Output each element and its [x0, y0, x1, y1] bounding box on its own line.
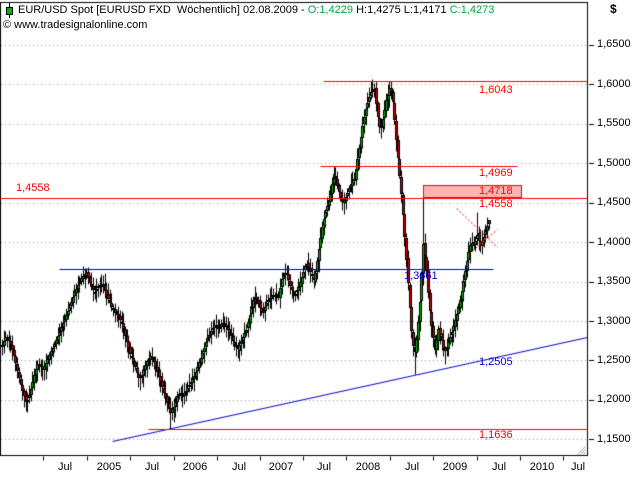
- level-label-1,4558: 1,4558: [479, 198, 513, 210]
- title-segment: H:1,4275 L:1,4171: [353, 4, 450, 16]
- x-axis-label: Jul: [404, 461, 420, 473]
- watermark: © www.tradesignalonline.com: [3, 19, 148, 31]
- x-axis-label: 2005: [96, 461, 122, 473]
- x-axis-label: Jul: [144, 461, 160, 473]
- level-label-1,6043: 1,6043: [479, 84, 513, 96]
- x-axis-label: Jul: [491, 461, 507, 473]
- candle-icon-body: [6, 7, 13, 15]
- title-segment: C:1,4273: [449, 4, 495, 16]
- y-axis-label: 1,5500: [597, 117, 631, 130]
- y-axis-label: 1,2500: [597, 353, 631, 366]
- y-axis-label: 1,3500: [597, 275, 631, 288]
- x-axis-label: 2007: [268, 461, 294, 473]
- x-axis-label: Jul: [316, 461, 332, 473]
- x-axis-label: 2009: [442, 461, 468, 473]
- instrument-candle-icon: [5, 3, 15, 18]
- y-axis-label: 1,5000: [597, 156, 631, 169]
- x-axis-label: 2008: [355, 461, 381, 473]
- chart-title: EUR/USD Spot [EURUSD FXD Wöchentlich] 02…: [18, 4, 494, 16]
- price-scale-button[interactable]: $: [610, 2, 617, 16]
- level-label-1,1636: 1,1636: [479, 429, 513, 441]
- title-segment: O:1,4229: [307, 4, 354, 16]
- y-axis-label: 1,4000: [597, 235, 631, 248]
- x-axis-label: Jul: [57, 461, 73, 473]
- y-axis-label: 1,2000: [597, 393, 631, 406]
- x-axis-label: Jul: [231, 461, 247, 473]
- title-segment: EUR/USD Spot [EURUSD FXD Wöchentlich] 02…: [18, 4, 308, 16]
- level-label-1,4969: 1,4969: [479, 167, 513, 179]
- zone-label-1,4718: 1,4718: [479, 185, 513, 197]
- x-axis-label: 2006: [182, 461, 208, 473]
- y-axis-label: 1,1500: [597, 432, 631, 445]
- resize-grip[interactable]: [575, 444, 589, 457]
- trendline-label-12505: 1,2505: [479, 356, 513, 368]
- y-axis-label: 1,3000: [597, 314, 631, 327]
- level-label-1,3661: 1,3661: [404, 270, 438, 282]
- x-axis-label: 2010: [529, 461, 555, 473]
- y-axis-label: 1,4500: [597, 196, 631, 209]
- y-axis-label: 1,6000: [597, 77, 631, 90]
- left-label-14558: 1,4558: [16, 182, 50, 194]
- x-axis-label: Jul: [570, 461, 586, 473]
- y-axis-label: 1,6500: [597, 38, 631, 51]
